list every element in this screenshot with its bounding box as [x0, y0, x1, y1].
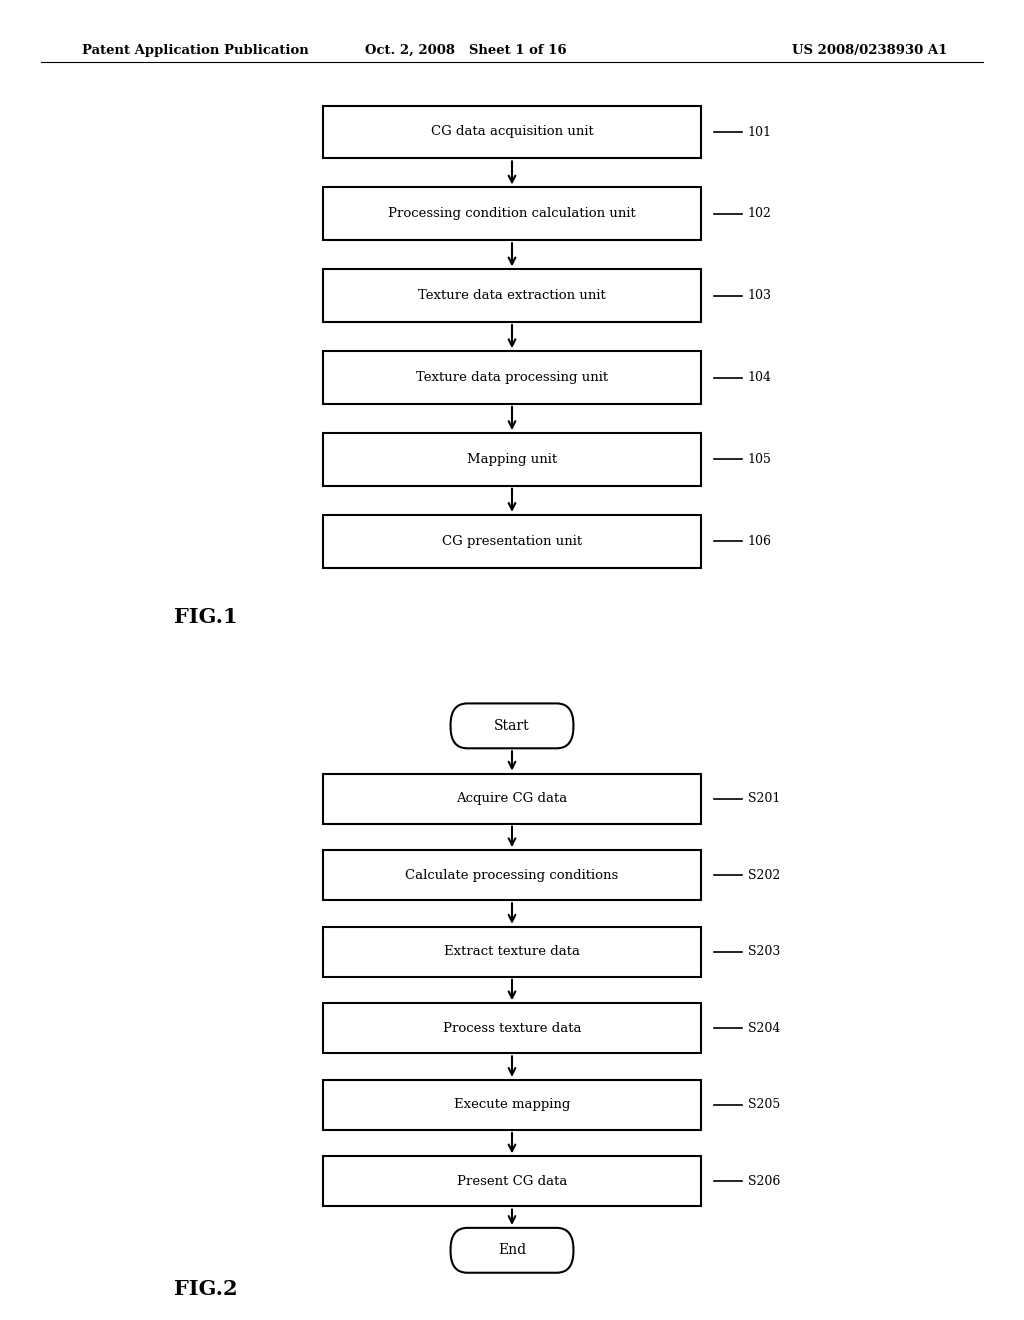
Text: CG data acquisition unit: CG data acquisition unit	[431, 125, 593, 139]
Bar	[323, 850, 701, 900]
Text: Oct. 2, 2008   Sheet 1 of 16: Oct. 2, 2008 Sheet 1 of 16	[366, 44, 566, 57]
Text: 104: 104	[748, 371, 771, 384]
Bar	[323, 433, 701, 486]
Text: S201: S201	[748, 792, 780, 805]
Bar	[323, 106, 701, 158]
Text: 105: 105	[748, 453, 771, 466]
Text: 102: 102	[748, 207, 771, 220]
Text: CG presentation unit: CG presentation unit	[442, 535, 582, 548]
Text: 101: 101	[748, 125, 771, 139]
Text: FIG.1: FIG.1	[174, 607, 238, 627]
FancyBboxPatch shape	[451, 704, 573, 748]
Text: Process texture data: Process texture data	[442, 1022, 582, 1035]
Text: S204: S204	[748, 1022, 780, 1035]
Text: Texture data extraction unit: Texture data extraction unit	[418, 289, 606, 302]
Text: S205: S205	[748, 1098, 779, 1111]
Bar	[323, 927, 701, 977]
Bar	[323, 774, 701, 824]
Text: US 2008/0238930 A1: US 2008/0238930 A1	[792, 44, 947, 57]
Text: S203: S203	[748, 945, 780, 958]
Bar	[323, 269, 701, 322]
Text: S206: S206	[748, 1175, 780, 1188]
Bar	[323, 187, 701, 240]
Text: Execute mapping: Execute mapping	[454, 1098, 570, 1111]
Text: Texture data processing unit: Texture data processing unit	[416, 371, 608, 384]
FancyBboxPatch shape	[451, 1228, 573, 1272]
Bar	[323, 351, 701, 404]
Text: S202: S202	[748, 869, 779, 882]
Text: FIG.2: FIG.2	[174, 1279, 238, 1299]
Bar	[323, 1080, 701, 1130]
Text: Processing condition calculation unit: Processing condition calculation unit	[388, 207, 636, 220]
Text: Calculate processing conditions: Calculate processing conditions	[406, 869, 618, 882]
Text: Present CG data: Present CG data	[457, 1175, 567, 1188]
Text: Mapping unit: Mapping unit	[467, 453, 557, 466]
Bar	[323, 1003, 701, 1053]
Bar	[323, 515, 701, 568]
Text: End: End	[498, 1243, 526, 1258]
Text: 103: 103	[748, 289, 771, 302]
Text: Patent Application Publication: Patent Application Publication	[82, 44, 308, 57]
Text: Acquire CG data: Acquire CG data	[457, 792, 567, 805]
Text: Extract texture data: Extract texture data	[444, 945, 580, 958]
Bar	[323, 1156, 701, 1206]
Text: 106: 106	[748, 535, 771, 548]
Text: Start: Start	[495, 719, 529, 733]
